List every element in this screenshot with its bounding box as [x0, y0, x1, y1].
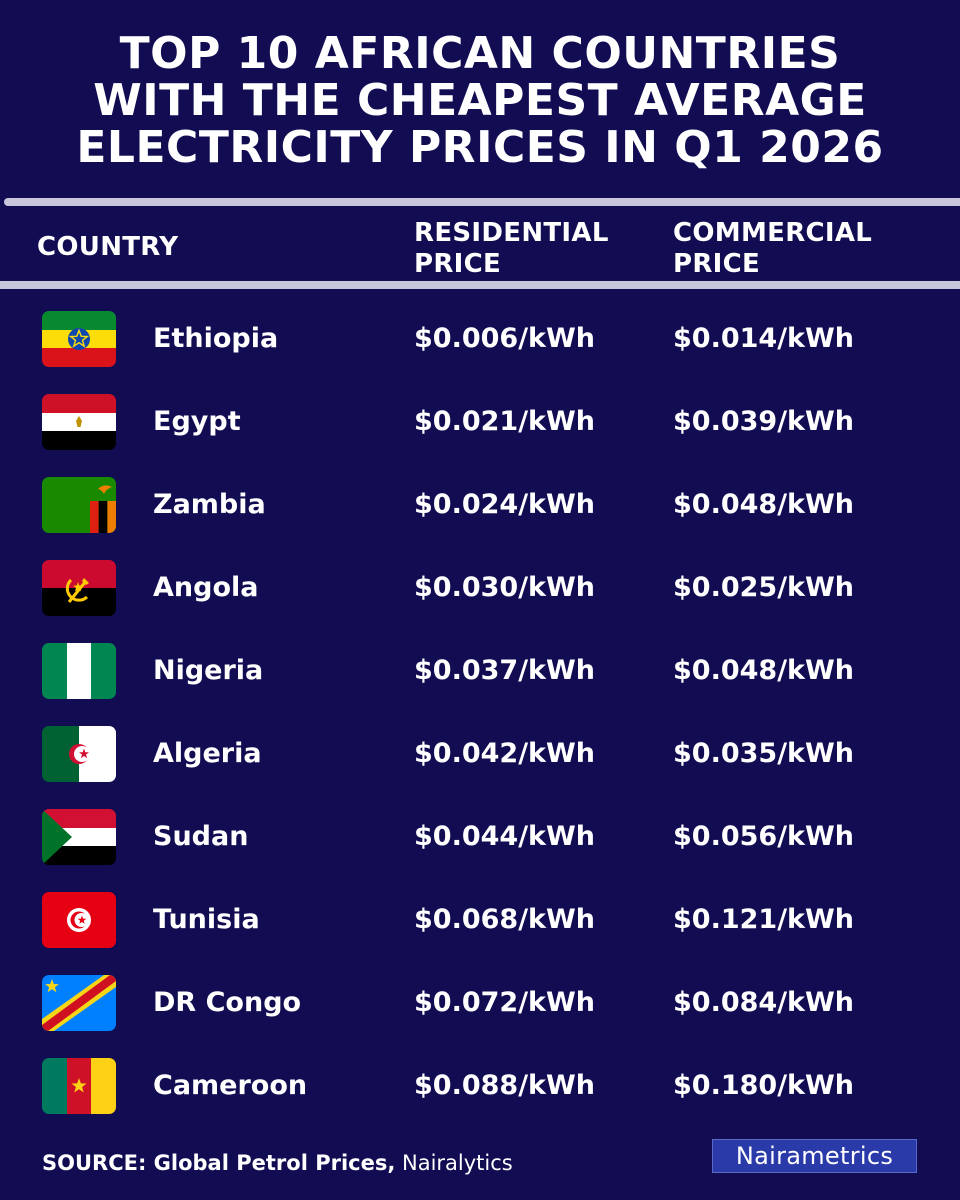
column-header-commercial-line-1: COMMERCIAL [673, 218, 873, 248]
country-name: DR Congo [153, 987, 302, 1018]
residential-price: $0.068/kWh [414, 904, 596, 935]
country-name: Algeria [153, 738, 262, 769]
country-name: Sudan [153, 821, 249, 852]
commercial-price: $0.121/kWh [673, 904, 855, 935]
source-label: SOURCE: Global Petrol Prices, [42, 1151, 396, 1175]
table-row: Tunisia $0.068/kWh $0.121/kWh [0, 890, 960, 950]
table-row: Sudan $0.044/kWh $0.056/kWh [0, 807, 960, 867]
nigeria-flag-icon [42, 643, 116, 699]
commercial-price: $0.056/kWh [673, 821, 855, 852]
title-line-2: WITH THE CHEAPEST AVERAGE [93, 75, 867, 126]
residential-price: $0.030/kWh [414, 572, 596, 603]
residential-price: $0.044/kWh [414, 821, 596, 852]
table-row: Nigeria $0.037/kWh $0.048/kWh [0, 641, 960, 701]
residential-price: $0.021/kWh [414, 406, 596, 437]
title-line-1: TOP 10 AFRICAN COUNTRIES [119, 28, 841, 79]
dr-congo-flag-icon [42, 975, 116, 1031]
commercial-price: $0.180/kWh [673, 1070, 855, 1101]
header-divider-bottom [0, 281, 960, 289]
residential-price: $0.037/kWh [414, 655, 596, 686]
commercial-price: $0.035/kWh [673, 738, 855, 769]
table-row: Cameroon $0.088/kWh $0.180/kWh [0, 1056, 960, 1116]
country-name: Egypt [153, 406, 241, 437]
commercial-price: $0.084/kWh [673, 987, 855, 1018]
header-divider-top [4, 198, 960, 206]
residential-price: $0.072/kWh [414, 987, 596, 1018]
table-row: DR Congo $0.072/kWh $0.084/kWh [0, 973, 960, 1033]
residential-price: $0.088/kWh [414, 1070, 596, 1101]
commercial-price: $0.025/kWh [673, 572, 855, 603]
source-rest: Nairalytics [395, 1151, 513, 1175]
table-row: Egypt $0.021/kWh $0.039/kWh [0, 392, 960, 452]
zambia-flag-icon [42, 477, 116, 533]
country-name: Nigeria [153, 655, 264, 686]
title-line-3: ELECTRICITY PRICES IN Q1 2026 [76, 122, 884, 173]
column-header-residential: RESIDENTIAL PRICE [414, 218, 654, 280]
egypt-flag-icon [42, 394, 116, 450]
column-header-residential-line-2: PRICE [414, 249, 502, 279]
sudan-flag-icon [42, 809, 116, 865]
column-header-commercial: COMMERCIAL PRICE [673, 218, 933, 280]
residential-price: $0.042/kWh [414, 738, 596, 769]
residential-price: $0.006/kWh [414, 323, 596, 354]
ethiopia-flag-icon [42, 311, 116, 367]
angola-flag-icon [42, 560, 116, 616]
country-name: Angola [153, 572, 259, 603]
country-name: Cameroon [153, 1070, 308, 1101]
column-header-country: COUNTRY [37, 232, 179, 262]
commercial-price: $0.014/kWh [673, 323, 855, 354]
commercial-price: $0.048/kWh [673, 489, 855, 520]
table-row: Ethiopia $0.006/kWh $0.014/kWh [0, 309, 960, 369]
country-name: Zambia [153, 489, 266, 520]
table-row: Angola $0.030/kWh $0.025/kWh [0, 558, 960, 618]
commercial-price: $0.048/kWh [673, 655, 855, 686]
column-header-residential-line-1: RESIDENTIAL [414, 218, 609, 248]
algeria-flag-icon [42, 726, 116, 782]
table-row: Zambia $0.024/kWh $0.048/kWh [0, 475, 960, 535]
nairametrics-logo: Nairametrics [712, 1139, 917, 1173]
source-note: SOURCE: Global Petrol Prices, Nairalytic… [42, 1148, 513, 1178]
table-row: Algeria $0.042/kWh $0.035/kWh [0, 724, 960, 784]
residential-price: $0.024/kWh [414, 489, 596, 520]
commercial-price: $0.039/kWh [673, 406, 855, 437]
column-header-commercial-line-2: PRICE [673, 249, 761, 279]
page-title: TOP 10 AFRICAN COUNTRIES WITH THE CHEAPE… [0, 30, 960, 171]
country-name: Tunisia [153, 904, 260, 935]
cameroon-flag-icon [42, 1058, 116, 1114]
country-name: Ethiopia [153, 323, 279, 354]
tunisia-flag-icon [42, 892, 116, 948]
